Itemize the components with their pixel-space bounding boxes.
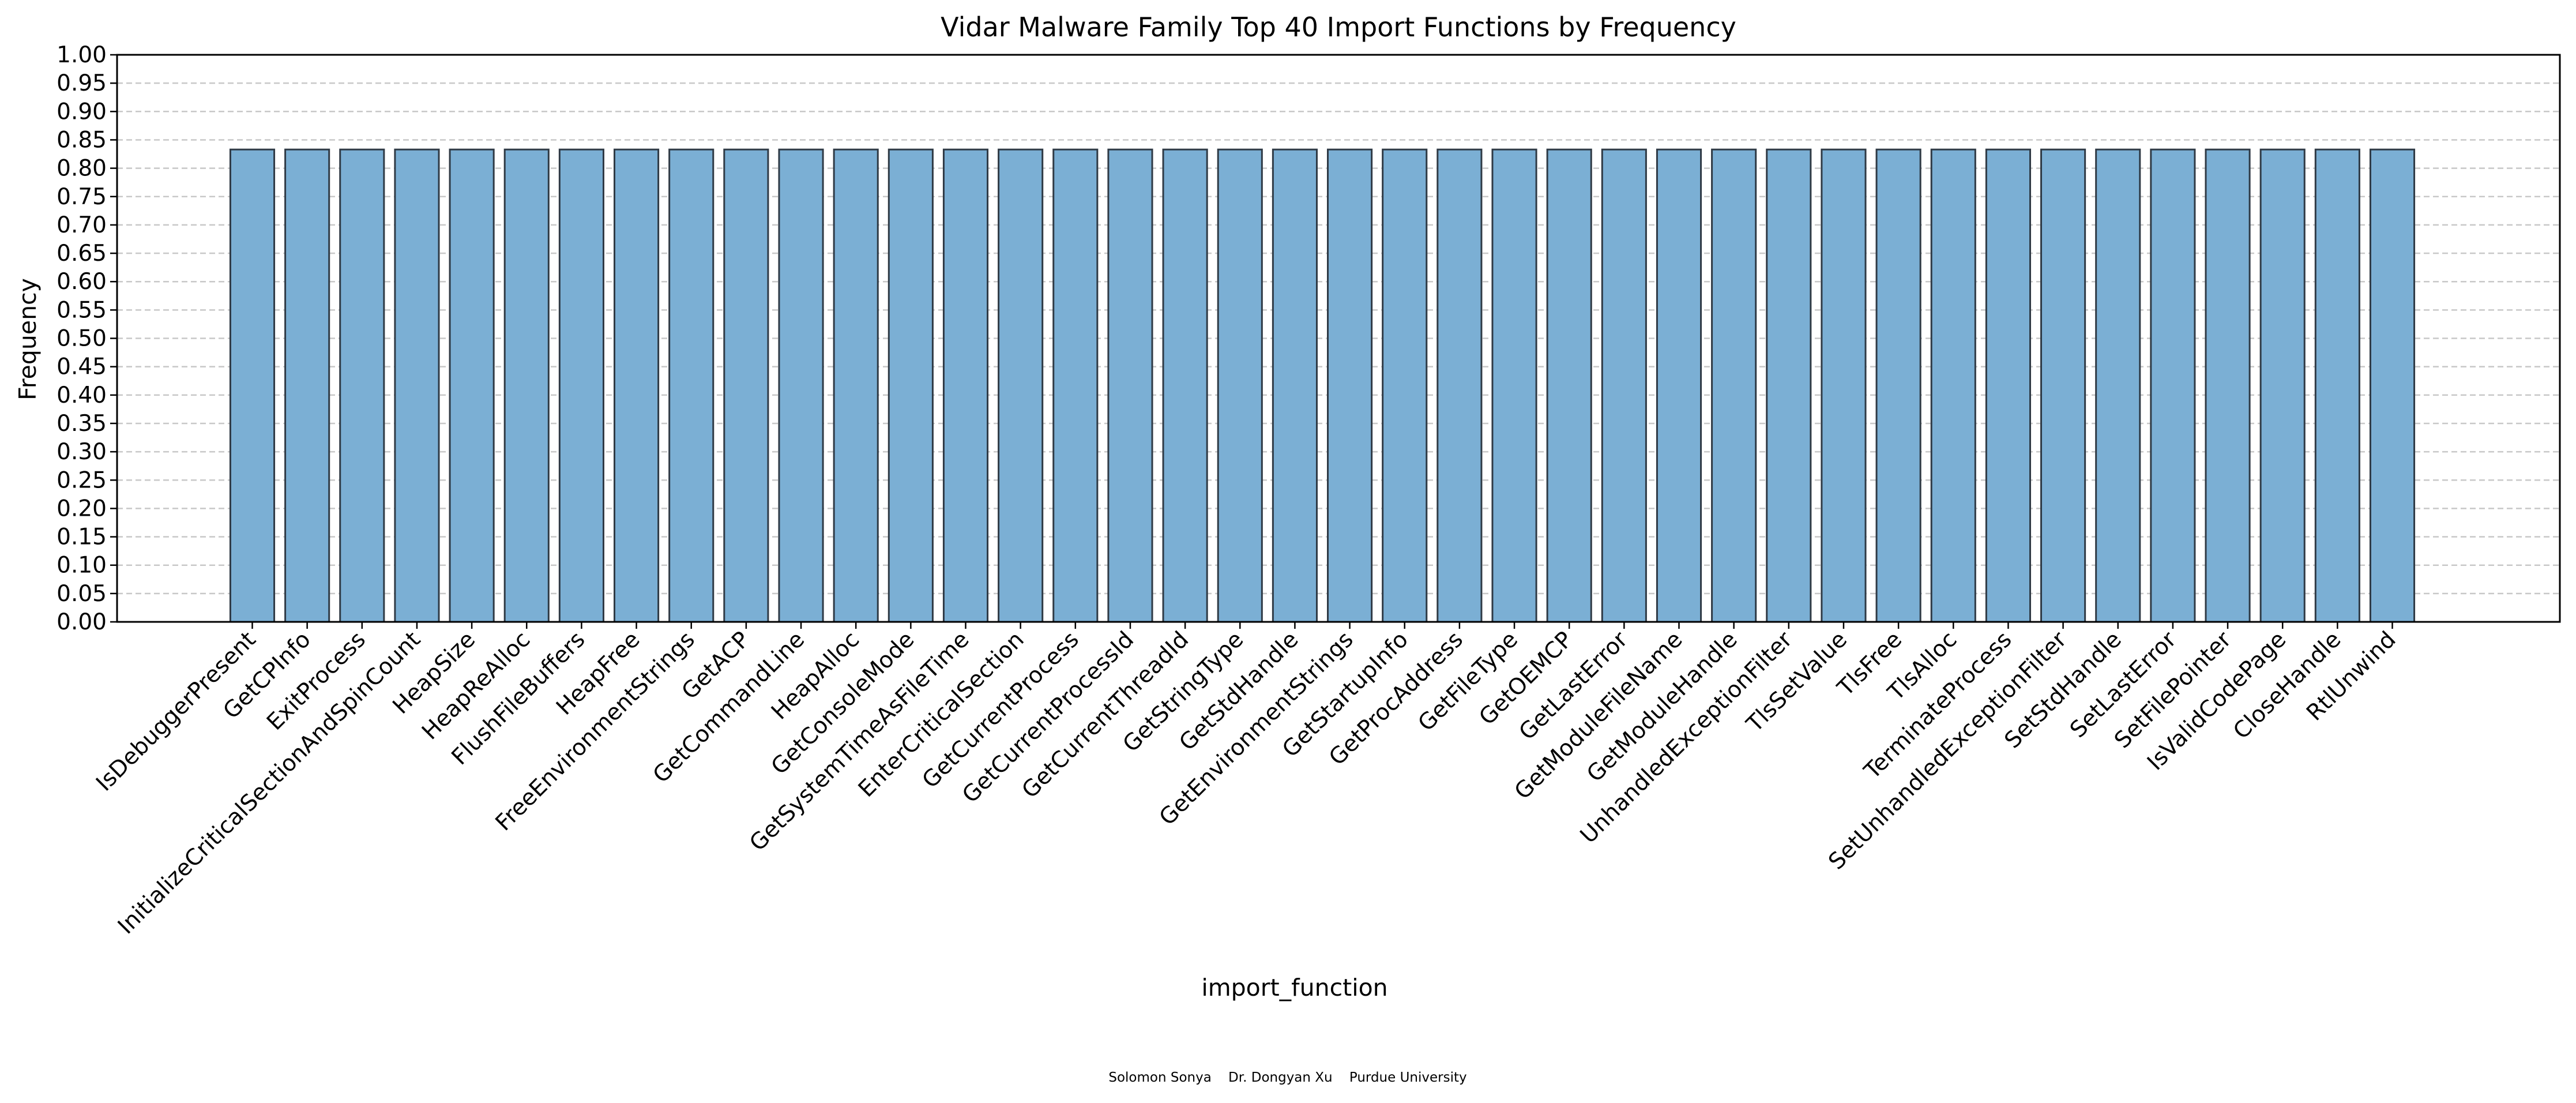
bar [2150, 148, 2196, 623]
bar [449, 148, 495, 623]
y-tick-label: 0.55 [57, 297, 107, 323]
y-tick-label: 0.00 [57, 609, 107, 635]
bar [2314, 148, 2360, 623]
bar [558, 148, 604, 623]
bar [1930, 148, 1976, 623]
y-tick-label: 0.75 [57, 184, 107, 210]
x-axis-label: import_function [1201, 974, 1387, 1001]
y-tick-label: 0.35 [57, 411, 107, 437]
bar [1217, 148, 1263, 623]
y-tick-label: 0.45 [57, 354, 107, 380]
y-tick-label: 0.20 [57, 496, 107, 522]
y-tick-label: 0.60 [57, 269, 107, 295]
bars [229, 148, 2416, 623]
y-tick-label: 0.30 [57, 439, 107, 465]
bar [2205, 148, 2251, 623]
bar [2095, 148, 2141, 623]
bar [614, 148, 660, 623]
y-tick-label: 1.00 [57, 42, 107, 68]
y-axis-ticks: 0.000.050.10 0.150.20 0.250.300.35 0.400.45… [57, 42, 117, 635]
bar [1436, 148, 1483, 623]
bar [1656, 148, 1702, 623]
chart-title: Vidar Malware Family Top 40 Import Funct… [941, 12, 1736, 43]
bar [998, 148, 1044, 623]
y-tick-label: 0.05 [57, 581, 107, 607]
bar [1821, 148, 1867, 623]
bar [1327, 148, 1373, 623]
y-tick-label: 0.15 [57, 524, 107, 550]
bar [778, 148, 824, 623]
bar [1052, 148, 1099, 623]
bar [2369, 148, 2416, 623]
bar [284, 148, 330, 623]
bar [668, 148, 714, 623]
bar [833, 148, 879, 623]
bar [229, 148, 276, 623]
bar [888, 148, 934, 623]
bar [723, 148, 769, 623]
bar [1546, 148, 1592, 623]
bar [339, 148, 385, 623]
bar [1601, 148, 1647, 623]
bar [1985, 148, 2031, 623]
bar [394, 148, 440, 623]
y-tick-label: 0.80 [57, 156, 107, 182]
bar [2259, 148, 2306, 623]
y-axis-label: Frequency [14, 278, 42, 400]
bar [1491, 148, 1537, 623]
bar [1766, 148, 1812, 623]
bar [2040, 148, 2086, 623]
y-tick-label: 0.25 [57, 467, 107, 493]
bar [1711, 148, 1757, 623]
bar [503, 148, 550, 623]
bar [1272, 148, 1318, 623]
bar [1162, 148, 1208, 623]
credit-line: Solomon Sonya Dr. Dongyan Xu Purdue Univ… [1108, 1070, 1466, 1085]
y-tick-label: 0.50 [57, 326, 107, 352]
y-tick-label: 0.40 [57, 382, 107, 408]
bar [942, 148, 989, 623]
y-tick-label: 0.65 [57, 241, 107, 267]
y-tick-label: 0.95 [57, 70, 107, 96]
y-tick-label: 0.10 [57, 553, 107, 579]
y-tick-label: 0.70 [57, 212, 107, 238]
y-tick-label: 0.90 [57, 99, 107, 125]
y-tick-label: 0.85 [57, 127, 107, 153]
bar [1875, 148, 1921, 623]
bar [1107, 148, 1153, 623]
bar [1382, 148, 1428, 623]
